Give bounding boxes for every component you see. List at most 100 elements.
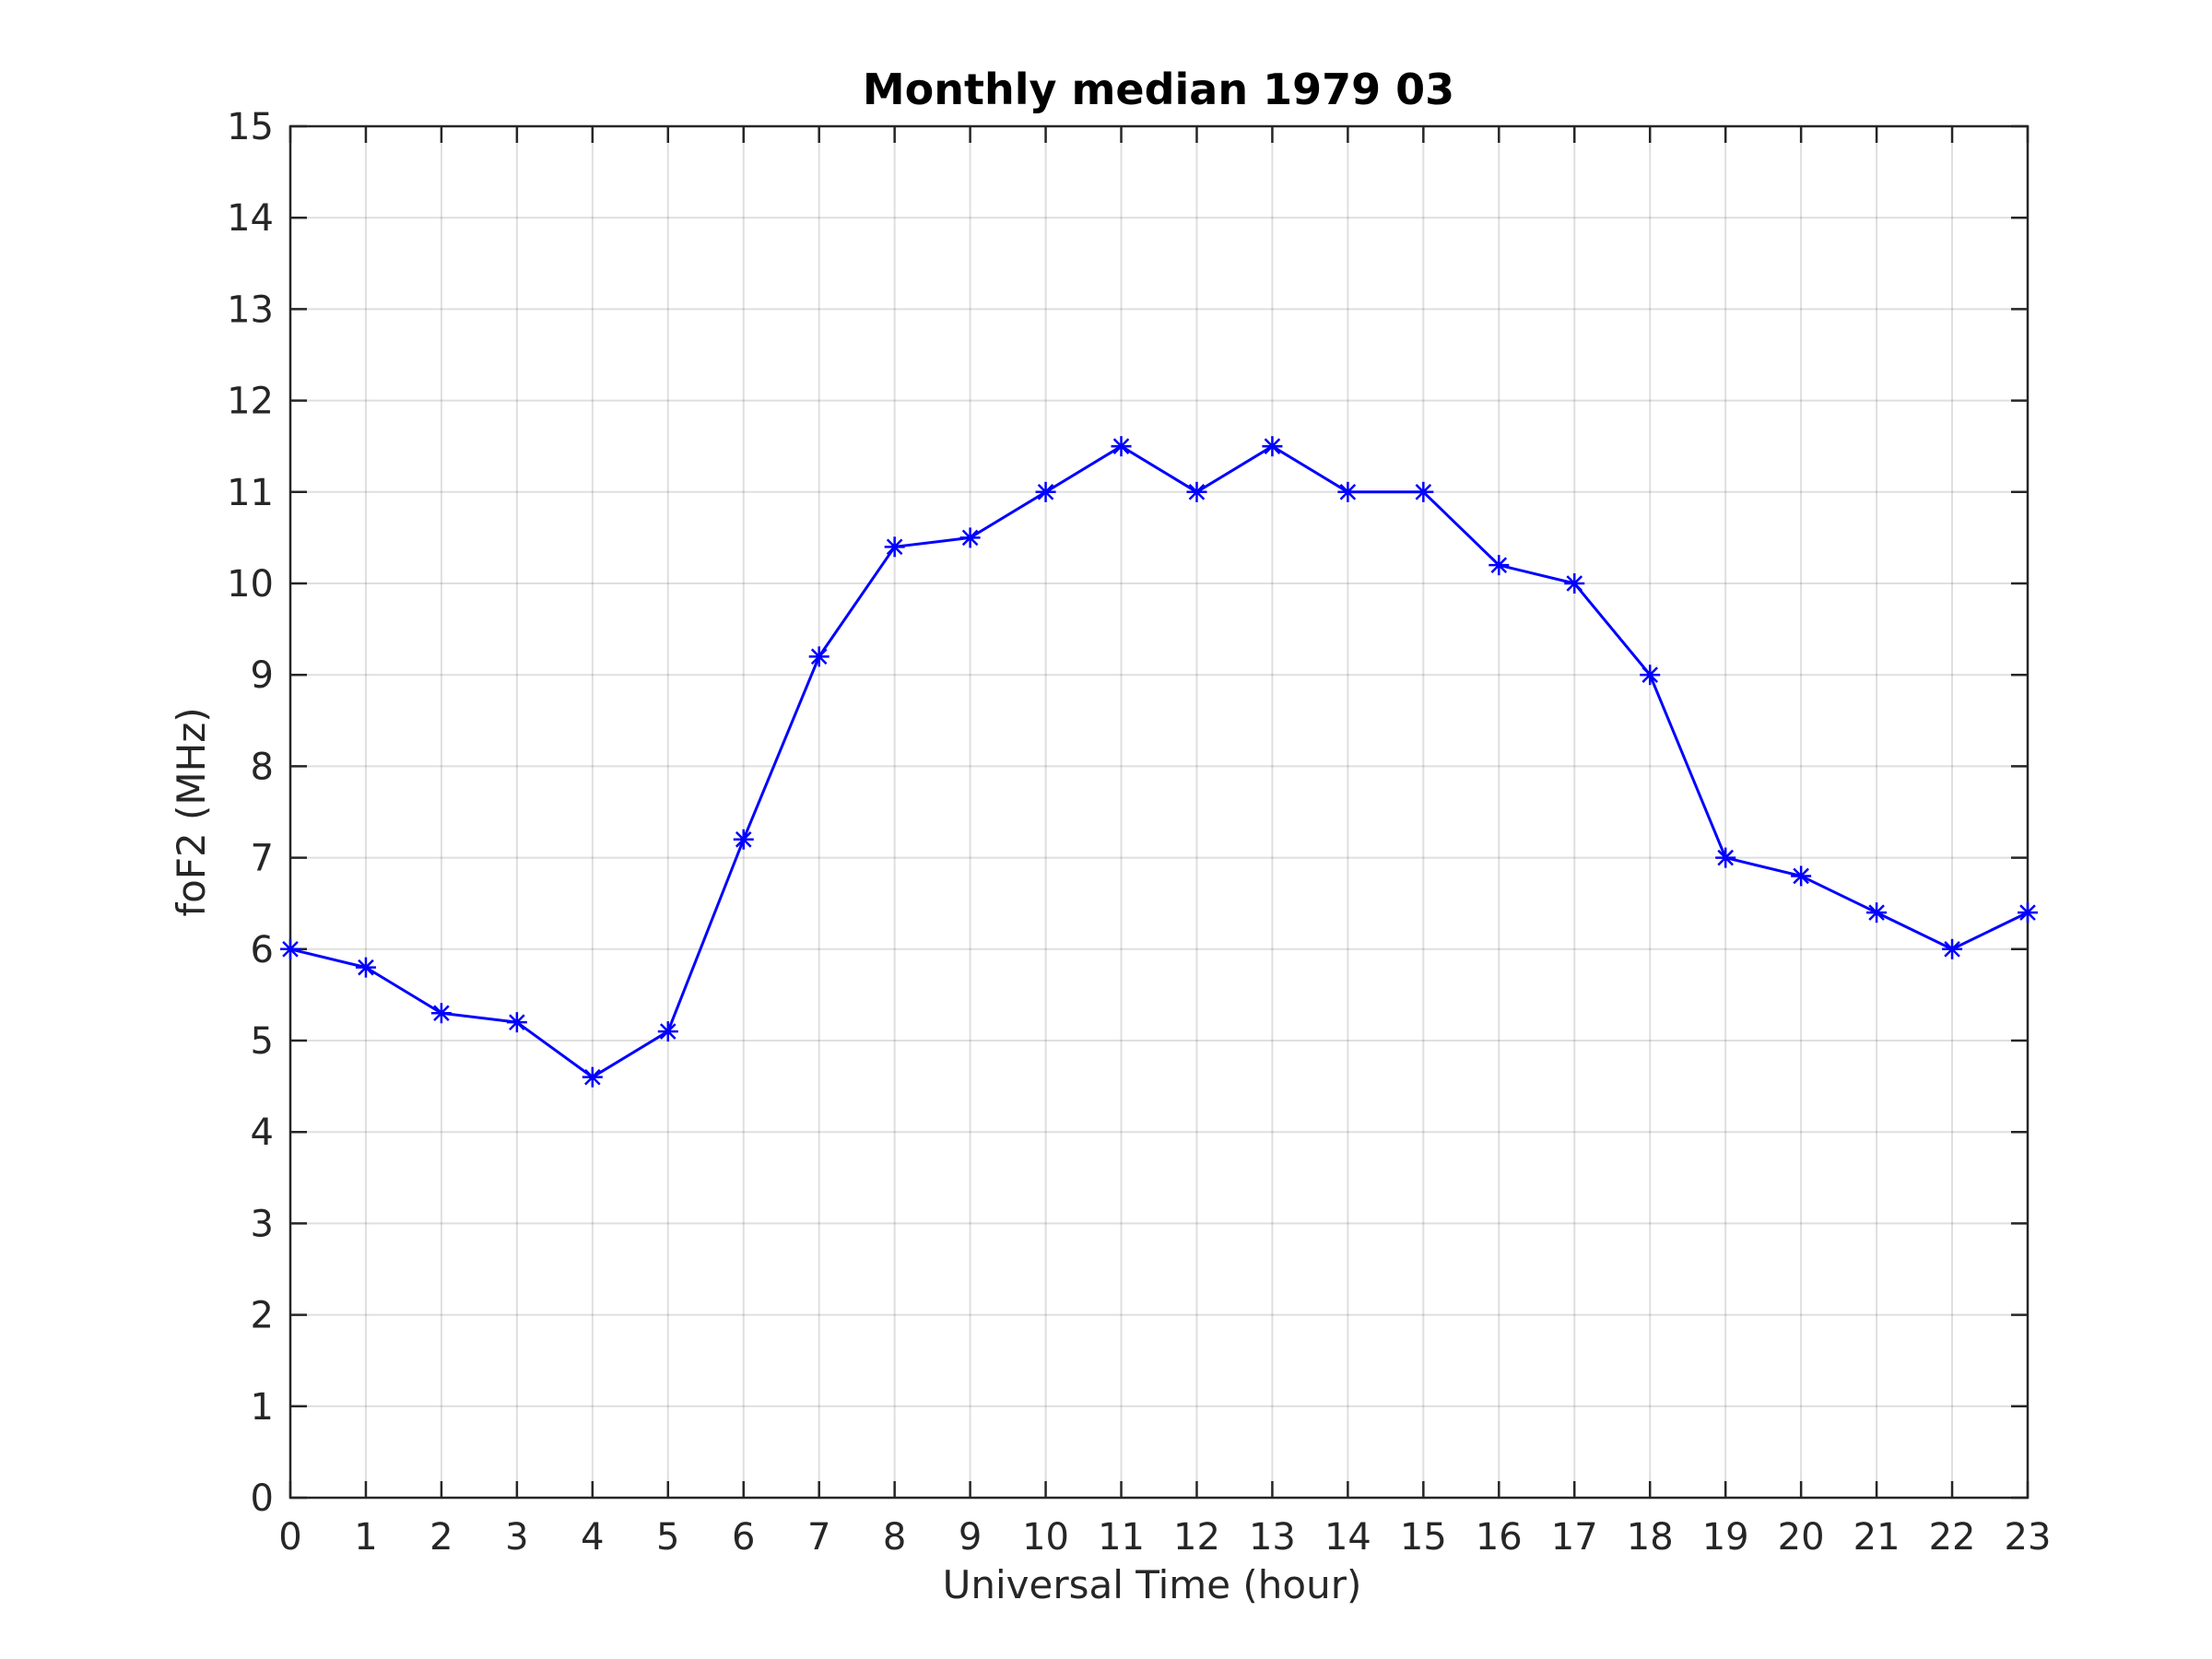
x-tick-label: 7 — [807, 1516, 830, 1559]
data-point-marker — [1337, 481, 1359, 502]
marker-stroke — [509, 1014, 525, 1030]
marker-stroke — [961, 529, 979, 547]
x-tick-label: 0 — [278, 1516, 301, 1559]
y-tick-label: 6 — [251, 929, 274, 971]
marker-stroke — [810, 648, 828, 665]
data-point-marker — [1035, 481, 1056, 502]
x-tick-label: 15 — [1400, 1516, 1447, 1559]
data-point-marker — [884, 536, 905, 558]
x-tick-label: 18 — [1627, 1516, 1674, 1559]
marker-stroke — [1490, 557, 1508, 573]
marker-stroke — [1339, 483, 1357, 500]
data-point-marker — [1791, 865, 1812, 887]
y-tick-label: 12 — [227, 381, 274, 423]
data-point-marker — [280, 938, 300, 959]
data-point-marker — [582, 1066, 603, 1088]
y-tick-label: 1 — [251, 1386, 274, 1429]
marker-stroke — [433, 1005, 450, 1022]
x-tick-label: 8 — [883, 1516, 906, 1559]
data-point-marker — [959, 527, 981, 548]
x-tick-label: 14 — [1324, 1516, 1371, 1559]
data-point-marker — [1186, 481, 1207, 502]
data-point-marker — [1262, 436, 1283, 457]
marker-stroke — [1717, 849, 1734, 866]
data-point-marker — [1715, 847, 1736, 868]
x-axis-label: Universal Time (hour) — [943, 1562, 1362, 1607]
data-point-marker — [1640, 665, 1661, 686]
marker-stroke — [1793, 867, 1809, 885]
marker-stroke — [659, 1023, 677, 1040]
data-point-marker — [1942, 938, 1963, 959]
y-tick-label: 8 — [251, 746, 274, 788]
x-tick-label: 6 — [732, 1516, 755, 1559]
y-tick-label: 14 — [227, 197, 274, 240]
x-tick-label: 21 — [1853, 1516, 1900, 1559]
x-tick-label: 23 — [2005, 1516, 2052, 1559]
x-tick-label: 3 — [505, 1516, 528, 1559]
marker-stroke — [1112, 438, 1130, 455]
x-tick-labels: 0 1 2 3 4 5 6 7 8 9 10 11 12 13 14 15 16 17 18 19 20 21 22 23 — [278, 1516, 2051, 1559]
y-tick-label: 9 — [251, 654, 274, 697]
marker-stroke — [1944, 940, 1960, 958]
marker-stroke — [886, 538, 903, 556]
marker-stroke — [1641, 666, 1659, 684]
data-point-marker — [1413, 481, 1434, 502]
y-tick-label: 13 — [227, 288, 274, 331]
data-point-marker — [1488, 555, 1510, 576]
grid-lines — [290, 126, 2028, 1498]
data-point-marker — [430, 1003, 452, 1024]
data-point-marker — [506, 1012, 527, 1033]
x-tick-label: 20 — [1778, 1516, 1825, 1559]
chart-title: Monthly median 1979 03 — [863, 65, 1454, 114]
x-tick-label: 9 — [959, 1516, 982, 1559]
x-tick-label: 11 — [1098, 1516, 1145, 1559]
data-point-marker — [1564, 573, 1585, 594]
marker-stroke — [735, 830, 752, 848]
x-tick-label: 5 — [656, 1516, 679, 1559]
plot-area-background — [290, 126, 2028, 1498]
x-tick-label: 12 — [1173, 1516, 1220, 1559]
y-tick-label: 2 — [251, 1295, 274, 1337]
y-tick-label: 7 — [251, 838, 274, 880]
data-point-marker — [2018, 902, 2038, 924]
x-tick-label: 4 — [581, 1516, 604, 1559]
marker-stroke — [1415, 483, 1432, 500]
y-tick-label: 5 — [251, 1020, 274, 1063]
y-tick-label: 3 — [251, 1203, 274, 1245]
x-tick-label: 10 — [1022, 1516, 1069, 1559]
marker-stroke — [1188, 483, 1206, 500]
y-tick-label: 4 — [251, 1112, 274, 1154]
marker-stroke — [1868, 904, 1885, 921]
data-point-marker — [808, 646, 830, 667]
x-tick-label: 19 — [1702, 1516, 1749, 1559]
series-line — [289, 444, 2029, 1079]
x-tick-label: 16 — [1476, 1516, 1523, 1559]
marker-stroke — [1566, 575, 1583, 592]
x-tick-label: 17 — [1551, 1516, 1598, 1559]
data-point-marker — [1111, 436, 1132, 457]
y-tick-label: 10 — [227, 563, 274, 606]
y-tick-label: 11 — [227, 472, 274, 514]
y-tick-label: 15 — [227, 106, 274, 148]
marker-stroke — [358, 959, 374, 976]
y-axis-label: foF2 (MHz) — [169, 707, 214, 916]
data-point-marker — [657, 1021, 678, 1042]
x-tick-label: 13 — [1249, 1516, 1296, 1559]
x-tick-label: 2 — [429, 1516, 453, 1559]
marker-stroke — [584, 1068, 601, 1086]
marker-stroke — [1264, 438, 1281, 455]
marker-stroke — [282, 940, 299, 958]
x-tick-label: 1 — [354, 1516, 377, 1559]
data-point-marker — [733, 829, 754, 850]
data-point-marker — [1866, 902, 1888, 924]
x-tick-label: 22 — [1929, 1516, 1976, 1559]
y-tick-label: 0 — [251, 1477, 274, 1520]
marker-stroke — [2019, 904, 2036, 921]
data-point-marker — [355, 957, 376, 978]
data-series — [280, 436, 2038, 1088]
plot-area-frame — [288, 124, 2030, 1500]
marker-stroke — [1037, 483, 1054, 500]
